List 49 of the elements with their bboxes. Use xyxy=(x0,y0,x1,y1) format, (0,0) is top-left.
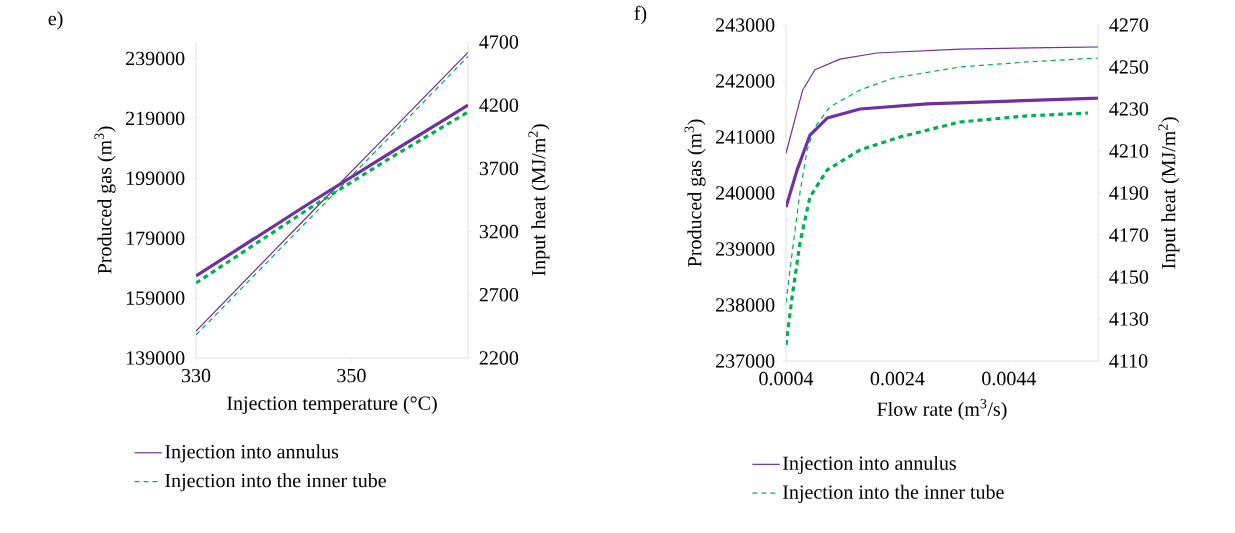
y2-axis-title: Input heat (MJ/m$^{2}$) xyxy=(528,124,550,276)
y-tick-label: 219000 xyxy=(126,111,185,126)
y-tick-label: 239000 xyxy=(126,51,185,66)
y2-axis-title: Input heat (MJ/m$^{2}$) xyxy=(1158,117,1180,269)
y-tick-label: 179000 xyxy=(126,231,185,245)
y2-tick-label: 4700 xyxy=(479,35,519,49)
y-axis-title: Produced gas (m$^{3}$) xyxy=(684,119,706,267)
y2-tick-label: 2700 xyxy=(479,288,519,302)
y2-tick-label: 3200 xyxy=(479,224,519,239)
line-series xyxy=(786,57,1098,304)
y2-tick-label: 4210 xyxy=(1109,144,1149,158)
legend-label: Injection into annulus xyxy=(783,455,956,475)
x-tick-label: 350 xyxy=(337,368,366,383)
y2-tick-label: 4110 xyxy=(1109,354,1148,368)
chart-title: f) xyxy=(634,5,647,25)
legend-label: Injection into annulus xyxy=(165,444,339,463)
line-series xyxy=(786,111,1090,347)
x-axis-title: Flow rate (m$^{3}$/s) xyxy=(877,398,1007,421)
x-tick-label: 0.0044 xyxy=(982,371,1037,386)
y2-tick-label: 4200 xyxy=(479,98,519,112)
x-tick-label: 330 xyxy=(181,368,211,383)
line-series xyxy=(786,46,1098,154)
y-tick-label: 238000 xyxy=(716,298,775,312)
y2-tick-label: 4190 xyxy=(1109,186,1149,200)
legend-label: Injection into the inner tube xyxy=(783,484,1004,503)
y-axis-title: Produced gas (m$^{3}$) xyxy=(94,126,116,274)
y2-tick-label: 4250 xyxy=(1109,60,1149,74)
y2-tick-label: 3700 xyxy=(479,161,519,176)
y2-tick-label: 2200 xyxy=(479,351,519,365)
y-tick-label: 199000 xyxy=(126,171,185,186)
y2-tick-label: 4230 xyxy=(1109,102,1149,116)
y-tick-label: 243000 xyxy=(716,18,775,32)
y-tick-label: 242000 xyxy=(716,74,775,88)
x-axis-title: Injection temperature (°C) xyxy=(227,395,437,415)
y2-tick-label: 4170 xyxy=(1109,228,1149,242)
y-tick-label: 241000 xyxy=(716,130,775,144)
y2-tick-label: 4270 xyxy=(1109,18,1149,32)
line-series xyxy=(786,96,1098,209)
x-tick-label: 0.0004 xyxy=(759,371,814,386)
y-tick-label: 237000 xyxy=(716,354,775,368)
y-tick-label: 239000 xyxy=(716,242,775,256)
y-tick-label: 159000 xyxy=(126,291,185,305)
y-tick-label: 139000 xyxy=(126,351,185,365)
legend-label: Injection into the inner tube xyxy=(165,473,386,492)
y-tick-label: 240000 xyxy=(716,186,775,200)
chart-title: e) xyxy=(48,11,63,30)
y2-tick-label: 4130 xyxy=(1109,312,1149,326)
y2-tick-label: 4150 xyxy=(1109,270,1149,284)
x-tick-label: 0.0024 xyxy=(870,371,925,386)
